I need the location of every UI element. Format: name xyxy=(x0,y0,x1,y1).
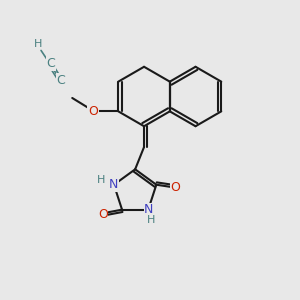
Text: H: H xyxy=(96,175,105,185)
Text: H: H xyxy=(146,215,155,225)
Text: H: H xyxy=(34,39,42,49)
Text: O: O xyxy=(171,181,181,194)
Text: O: O xyxy=(98,208,108,220)
Text: O: O xyxy=(88,105,98,118)
Text: C: C xyxy=(46,57,55,70)
Text: C: C xyxy=(57,74,65,87)
Text: N: N xyxy=(109,178,118,191)
Text: N: N xyxy=(144,203,154,216)
